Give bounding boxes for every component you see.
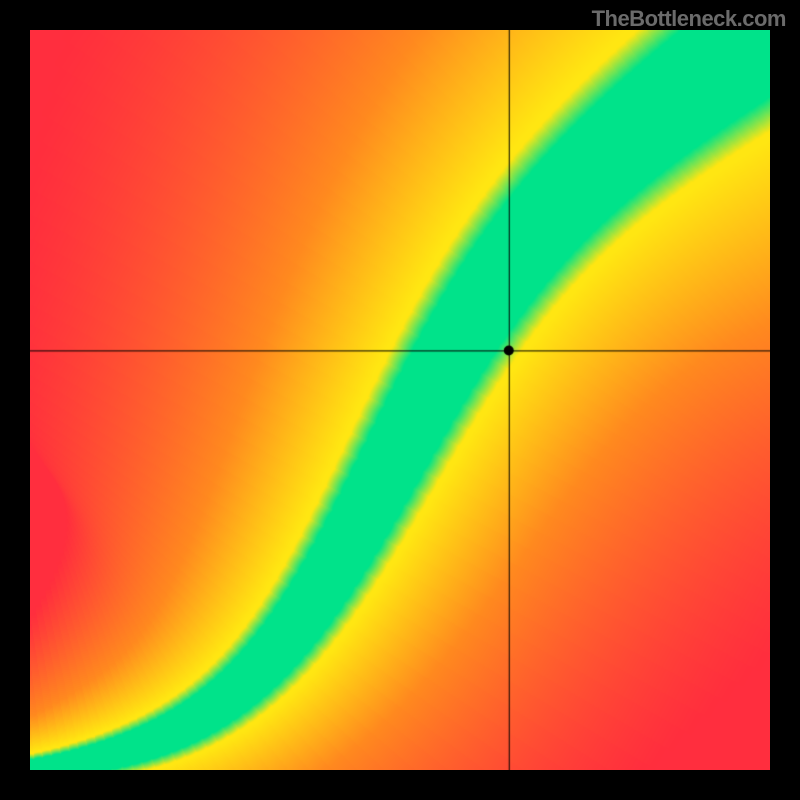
watermark-label: TheBottleneck.com (592, 6, 786, 32)
plot-area (30, 30, 770, 770)
heatmap-canvas (30, 30, 770, 770)
chart-root: TheBottleneck.com (0, 0, 800, 800)
